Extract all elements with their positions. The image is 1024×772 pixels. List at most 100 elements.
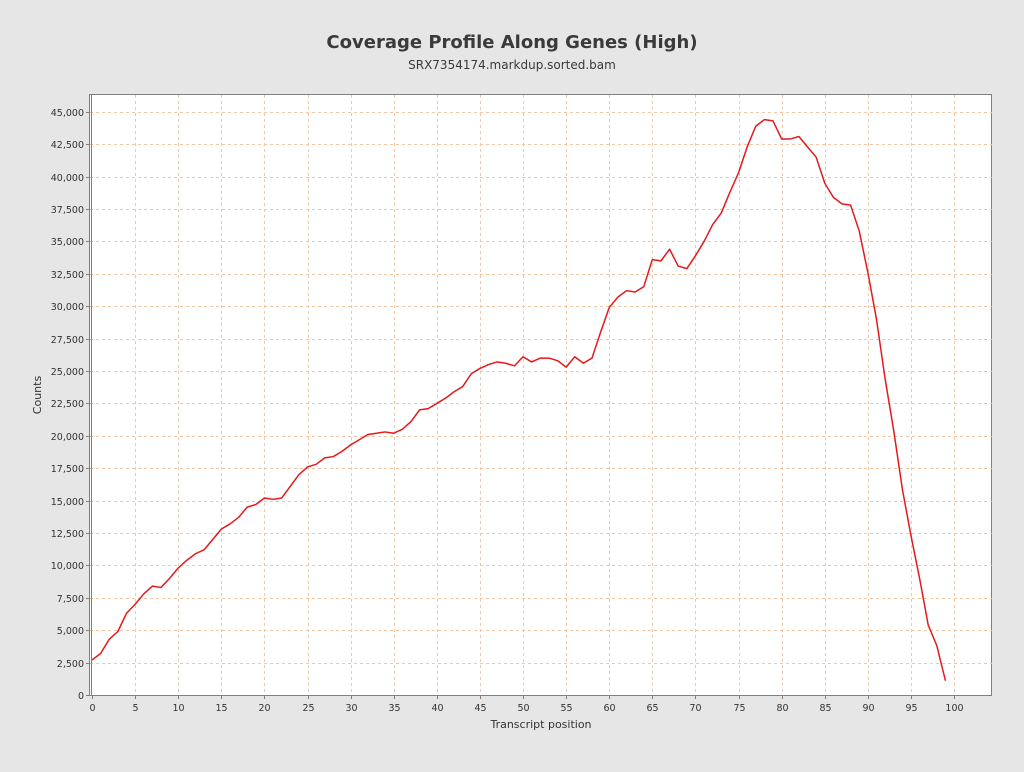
y-tick-label: 30,000 bbox=[51, 302, 84, 313]
data-point bbox=[117, 630, 119, 632]
x-tick-label: 15 bbox=[215, 703, 227, 714]
y-tick-label: 12,500 bbox=[51, 529, 84, 540]
y-tick-label: 32,500 bbox=[51, 270, 84, 281]
data-point bbox=[125, 612, 127, 614]
data-point bbox=[530, 361, 532, 363]
data-point bbox=[780, 138, 782, 140]
data-point bbox=[401, 428, 403, 430]
data-point bbox=[806, 146, 808, 148]
x-tick-label: 0 bbox=[89, 703, 95, 714]
x-tick-label: 60 bbox=[603, 703, 615, 714]
data-point bbox=[772, 120, 774, 122]
data-point bbox=[737, 172, 739, 174]
x-tick-label: 90 bbox=[862, 703, 874, 714]
data-point bbox=[427, 407, 429, 409]
y-tick-label: 17,500 bbox=[51, 464, 84, 475]
data-point bbox=[582, 362, 584, 364]
x-tick-label: 5 bbox=[132, 703, 138, 714]
data-point bbox=[522, 356, 524, 358]
plot-area bbox=[89, 94, 992, 696]
data-point bbox=[867, 271, 869, 273]
x-tick-label: 25 bbox=[302, 703, 314, 714]
x-axis-label: Transcript position bbox=[489, 718, 591, 731]
y-tick-label: 27,500 bbox=[51, 335, 84, 346]
grid-lines bbox=[90, 95, 992, 695]
data-point bbox=[634, 291, 636, 293]
data-point bbox=[660, 260, 662, 262]
data-point bbox=[263, 497, 265, 499]
y-tick-label: 10,000 bbox=[51, 561, 84, 572]
data-point bbox=[410, 420, 412, 422]
data-point bbox=[936, 645, 938, 647]
data-point bbox=[444, 397, 446, 399]
data-point bbox=[186, 559, 188, 561]
y-tick-label: 45,000 bbox=[51, 108, 84, 119]
data-point bbox=[918, 577, 920, 579]
data-point bbox=[574, 356, 576, 358]
data-point bbox=[548, 357, 550, 359]
data-point bbox=[651, 258, 653, 260]
x-tick-label: 100 bbox=[945, 703, 963, 714]
x-tick-label: 35 bbox=[388, 703, 400, 714]
data-point bbox=[599, 331, 601, 333]
data-point bbox=[358, 439, 360, 441]
data-point bbox=[625, 289, 627, 291]
data-point bbox=[177, 567, 179, 569]
x-tick-label: 55 bbox=[560, 703, 572, 714]
data-point bbox=[910, 534, 912, 536]
data-point bbox=[893, 429, 895, 431]
data-point bbox=[229, 523, 231, 525]
data-point bbox=[944, 680, 946, 682]
x-tick-label: 70 bbox=[689, 703, 701, 714]
data-point bbox=[470, 372, 472, 374]
data-point bbox=[711, 223, 713, 225]
data-point bbox=[143, 593, 145, 595]
data-point bbox=[927, 624, 929, 626]
x-tick-label: 10 bbox=[172, 703, 184, 714]
data-point bbox=[746, 146, 748, 148]
data-point bbox=[203, 549, 205, 551]
data-point bbox=[453, 391, 455, 393]
x-tick-label: 30 bbox=[345, 703, 357, 714]
y-tick-label: 5,000 bbox=[57, 626, 84, 637]
y-tick-label: 2,500 bbox=[57, 659, 84, 670]
data-point bbox=[539, 357, 541, 359]
data-point bbox=[134, 603, 136, 605]
y-tick-label: 42,500 bbox=[51, 140, 84, 151]
data-point bbox=[487, 363, 489, 365]
y-tick-label: 35,000 bbox=[51, 237, 84, 248]
data-point bbox=[160, 586, 162, 588]
data-point bbox=[824, 182, 826, 184]
data-point bbox=[686, 267, 688, 269]
y-tick-label: 22,500 bbox=[51, 399, 84, 410]
data-point bbox=[332, 455, 334, 457]
data-point bbox=[884, 378, 886, 380]
data-point bbox=[668, 248, 670, 250]
y-tick-label: 0 bbox=[78, 691, 84, 702]
data-point bbox=[324, 457, 326, 459]
y-tick-label: 15,000 bbox=[51, 497, 84, 508]
chart-subtitle: SRX7354174.markdup.sorted.bam bbox=[408, 58, 616, 72]
data-point bbox=[643, 286, 645, 288]
data-point bbox=[617, 296, 619, 298]
data-point bbox=[763, 118, 765, 120]
x-tick-label: 45 bbox=[474, 703, 486, 714]
data-point bbox=[496, 361, 498, 363]
x-tick-label: 65 bbox=[646, 703, 658, 714]
y-tick-label: 7,500 bbox=[57, 594, 84, 605]
data-point bbox=[755, 125, 757, 127]
data-point bbox=[720, 212, 722, 214]
data-point bbox=[418, 409, 420, 411]
y-axis: 0 2,500 5,000 7,500 10,000 12,500 15,000 17,500… bbox=[51, 95, 92, 702]
data-point bbox=[815, 156, 817, 158]
data-point bbox=[729, 191, 731, 193]
data-point bbox=[246, 506, 248, 508]
data-point bbox=[237, 516, 239, 518]
x-tick-label: 80 bbox=[776, 703, 788, 714]
data-point bbox=[556, 359, 558, 361]
x-tick-label: 75 bbox=[733, 703, 745, 714]
data-point bbox=[694, 254, 696, 256]
data-point bbox=[513, 365, 515, 367]
